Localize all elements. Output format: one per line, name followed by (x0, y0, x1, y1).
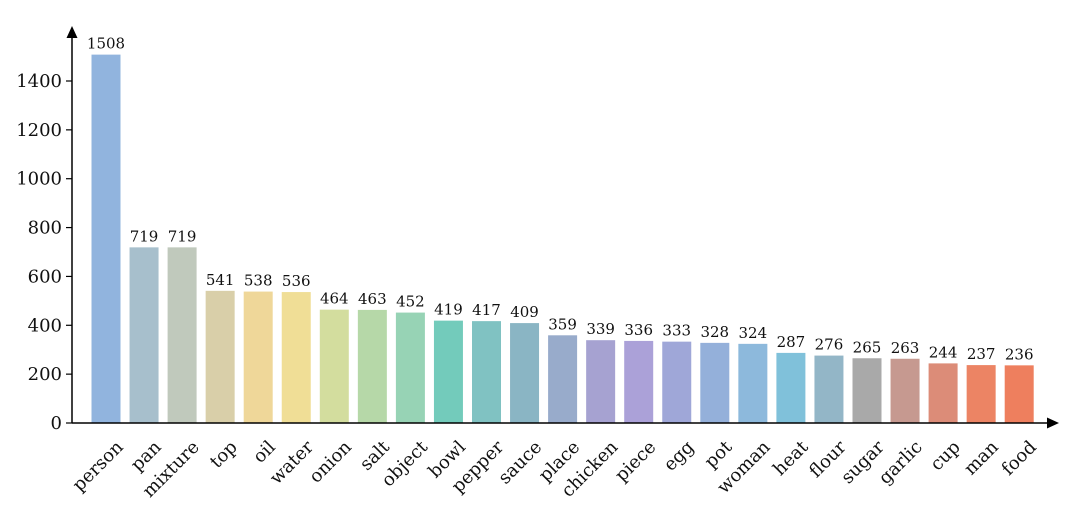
bar-chicken (586, 340, 616, 423)
data-label-cup: 244 (929, 343, 958, 361)
data-label-man: 237 (967, 345, 996, 363)
bar-person (91, 54, 121, 424)
category-label-top: top (206, 437, 242, 473)
y-tick-label-400: 400 (28, 315, 62, 336)
data-label-piece: 336 (624, 321, 653, 339)
bar-cup (928, 363, 958, 423)
data-label-sugar: 265 (853, 338, 882, 356)
bar-piece (624, 340, 654, 423)
bar-food (1004, 365, 1034, 423)
data-label-pan: 719 (130, 227, 159, 245)
bar-egg (662, 341, 692, 423)
category-label-person: person (69, 436, 128, 495)
category-label-man: man (960, 436, 1003, 479)
data-label-salt: 463 (358, 290, 387, 308)
bar-sugar (852, 358, 882, 423)
bar-onion (319, 309, 349, 423)
data-label-water: 536 (282, 272, 311, 290)
data-label-bowl: 419 (434, 301, 463, 319)
bar-woman (738, 343, 768, 423)
bar-place (548, 335, 578, 423)
y-tick-label-800: 800 (28, 218, 62, 239)
data-label-top: 541 (206, 271, 235, 289)
bars-layer (91, 54, 1034, 424)
bar-heat (776, 352, 806, 423)
data-label-mixture: 719 (168, 227, 197, 245)
category-label-water: water (266, 436, 318, 488)
data-label-woman: 324 (739, 324, 768, 342)
y-tick-label-1200: 1200 (16, 120, 62, 141)
data-label-onion: 464 (320, 290, 349, 308)
data-label-sauce: 409 (510, 303, 539, 321)
bar-man (966, 365, 996, 423)
y-tick-label-1000: 1000 (16, 169, 62, 190)
category-label-piece: piece (611, 437, 660, 486)
bar-water (281, 292, 311, 423)
data-label-person: 1508 (87, 35, 125, 53)
bar-top (205, 290, 235, 423)
data-label-object: 452 (396, 293, 425, 311)
data-label-oil: 538 (244, 272, 273, 290)
data-label-heat: 287 (777, 333, 806, 351)
data-label-egg: 333 (662, 322, 691, 340)
category-label-cup: cup (926, 437, 964, 475)
data-label-pepper: 417 (472, 301, 501, 319)
category-label-oil: oil (249, 437, 280, 468)
category-label-heat: heat (769, 436, 813, 480)
category-label-onion: onion (305, 436, 356, 487)
category-label-garlic: garlic (875, 437, 927, 489)
bar-pot (700, 342, 730, 423)
data-label-place: 359 (548, 315, 577, 333)
bar-sauce (510, 323, 540, 423)
category-label-food: food (998, 437, 1041, 480)
y-tick-label-1400: 1400 (16, 71, 62, 92)
y-tick-label-200: 200 (28, 364, 62, 385)
bar-bowl (433, 320, 463, 423)
category-label-sauce: sauce (494, 437, 546, 489)
bar-oil (243, 291, 273, 423)
bar-flour (814, 355, 844, 423)
bar-pepper (472, 321, 501, 423)
bar-salt (357, 309, 387, 423)
data-label-flour: 276 (815, 336, 844, 354)
data-label-pot: 328 (700, 323, 729, 341)
bar-pan (129, 247, 159, 423)
data-labels-layer: 1508 719 719 541 538 536 464 463 452 419 417 409 359… (87, 35, 1034, 364)
data-label-food: 236 (1005, 345, 1034, 363)
category-label-egg: egg (660, 437, 699, 476)
x-axis-arrow (1047, 417, 1059, 429)
y-tick-label-0: 0 (51, 413, 62, 434)
bar-mixture (167, 247, 197, 423)
bar-object (395, 312, 425, 423)
data-label-garlic: 263 (891, 339, 920, 357)
y-axis-arrow (66, 26, 78, 38)
y-tick-label-600: 600 (28, 266, 62, 287)
y-axis-ticks-layer: 0 200 400 600 800 1000 1200 1400 (16, 71, 72, 434)
data-label-chicken: 339 (586, 320, 615, 338)
bar-garlic (890, 358, 920, 423)
